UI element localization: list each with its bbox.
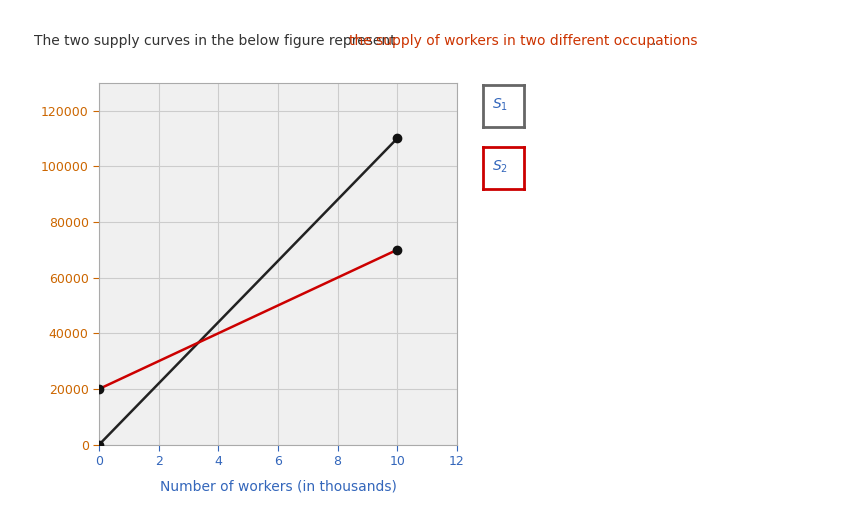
- Text: The two supply curves in the below figure represent: The two supply curves in the below figur…: [34, 34, 400, 48]
- Text: $S_2$: $S_2$: [492, 159, 507, 175]
- Text: .: .: [651, 34, 655, 48]
- Text: $S_1$: $S_1$: [492, 97, 507, 113]
- Text: the supply of workers in two different occupations: the supply of workers in two different o…: [349, 34, 697, 48]
- X-axis label: Number of workers (in thousands): Number of workers (in thousands): [159, 479, 396, 493]
